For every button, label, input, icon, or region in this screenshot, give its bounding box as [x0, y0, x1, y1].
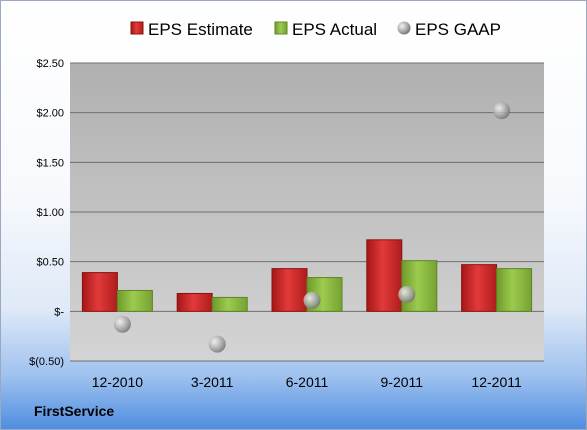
eps-gaap-marker — [493, 102, 511, 120]
bar-eps-estimate — [81, 272, 118, 312]
y-tick-label: $2.50 — [36, 58, 64, 70]
eps-gaap-marker — [113, 315, 131, 333]
eps-gaap-marker — [208, 335, 226, 353]
bar-eps-estimate — [366, 239, 403, 312]
y-tick-label: $0.50 — [36, 257, 64, 269]
bar-eps-estimate — [461, 264, 498, 312]
bar-eps-actual — [496, 268, 533, 312]
legend: EPS Estimate EPS Actual EPS GAAP — [130, 20, 501, 39]
bar-eps-estimate — [176, 292, 213, 312]
legend-swatch — [130, 21, 144, 35]
legend-label: EPS Actual — [292, 20, 377, 39]
legend-label: EPS GAAP — [415, 20, 501, 39]
bar-eps-actual — [116, 289, 153, 312]
x-tick-label: 9-2011 — [381, 374, 424, 390]
y-axis-ticks: $2.50 $2.00 $1.50 $1.00 $0.50 $- $(0.50) — [29, 58, 64, 368]
bar-eps-estimate — [271, 268, 308, 312]
bar-eps-actual — [211, 296, 248, 312]
y-tick-label: $2.00 — [36, 108, 64, 120]
y-tick-label: $1.50 — [36, 157, 64, 169]
x-tick-label: 6-2011 — [286, 374, 329, 390]
gaap-markers — [113, 102, 511, 353]
legend-swatch — [274, 21, 288, 35]
company-name: FirstService — [34, 403, 115, 419]
y-tick-label: $- — [54, 306, 64, 318]
x-tick-label: 12-2011 — [471, 374, 522, 390]
x-tick-label: 3-2011 — [191, 374, 234, 390]
eps-gaap-marker — [398, 285, 416, 303]
x-tick-label: 12-2010 — [92, 374, 144, 390]
legend-label: EPS Estimate — [148, 20, 253, 39]
eps-gaap-marker — [303, 291, 321, 309]
legend-swatch — [397, 21, 411, 35]
y-tick-label: $(0.50) — [29, 356, 64, 368]
x-axis-ticks: 12-2010 3-2011 6-2011 9-2011 12-2011 — [92, 374, 522, 390]
y-tick-label: $1.00 — [36, 207, 64, 219]
bars — [81, 239, 533, 312]
